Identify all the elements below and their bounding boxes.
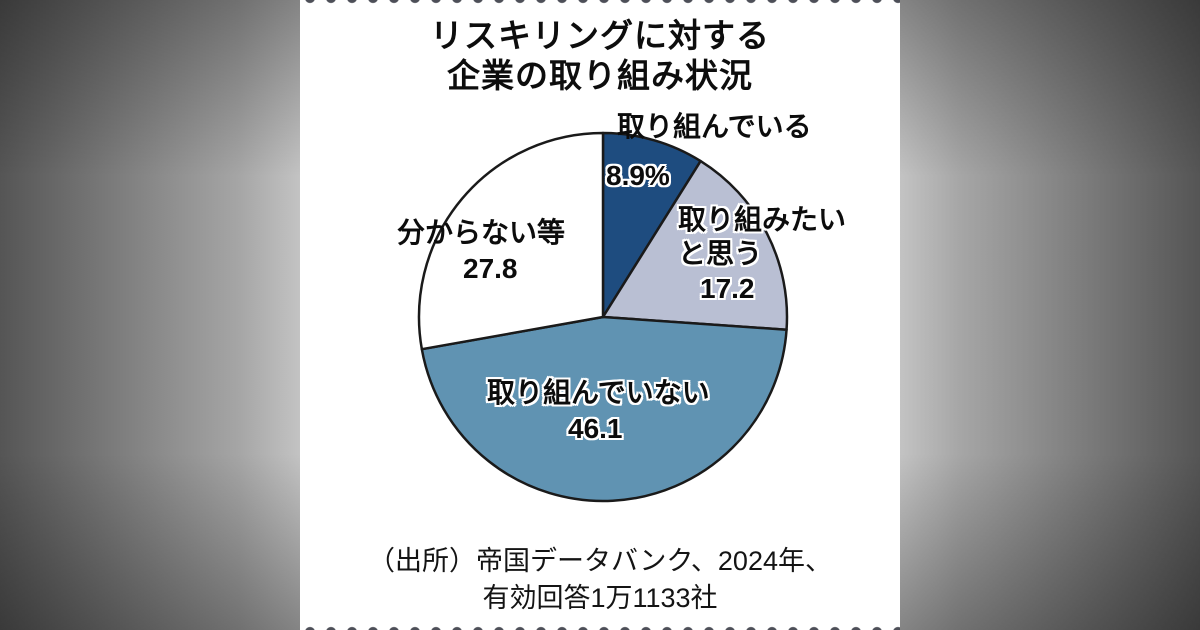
halftone-dots-bottom [300,620,900,630]
chart-card: リスキリングに対する 企業の取り組み状況 取り組んでいる 8.9% 取り組みたい… [300,0,900,630]
chart-title: リスキリングに対する 企業の取り組み状況 [300,16,900,96]
value-engaged: 8.9% [606,160,670,191]
label-want-to-engage-line2: と思う [678,238,763,269]
pie-chart [417,131,789,503]
chart-title-line2: 企業の取り組み状況 [447,57,753,94]
pie-slice-not-engaged [420,315,788,503]
source-note: （出所）帝国データバンク、2024年、 有効回答1万1133社 [300,543,900,617]
label-engaged: 取り組んでいる [617,111,812,142]
label-not-engaged: 取り組んでいない [487,377,710,408]
chart-title-line1: リスキリングに対する [430,17,770,54]
source-note-line1: （出所）帝国データバンク、2024年、 [368,546,832,576]
label-want-to-engage-line1: 取り組みたい [678,204,847,235]
value-unknown: 27.8 [463,253,518,284]
value-want-to-engage: 17.2 [700,273,755,304]
label-unknown: 分からない等 [397,217,566,248]
pie-slice-want-to-engage [601,159,789,331]
source-note-line2: 有効回答1万1133社 [482,583,718,613]
value-not-engaged: 46.1 [568,413,623,444]
halftone-dots-top [300,0,900,10]
pie-slice-unknown [417,131,605,351]
pie-slice-engaged [601,131,702,319]
